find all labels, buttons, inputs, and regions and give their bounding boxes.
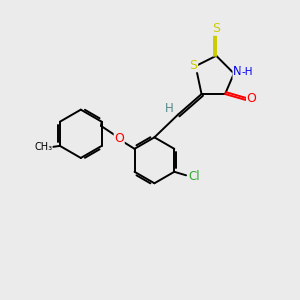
Text: O: O — [114, 132, 124, 145]
Text: S: S — [212, 22, 220, 35]
Text: CH₃: CH₃ — [34, 142, 52, 152]
Text: Cl: Cl — [188, 170, 200, 183]
Text: N: N — [233, 65, 242, 79]
Text: O: O — [247, 92, 256, 105]
Text: -H: -H — [241, 67, 253, 77]
Text: S: S — [190, 59, 198, 72]
Text: H: H — [165, 102, 173, 115]
